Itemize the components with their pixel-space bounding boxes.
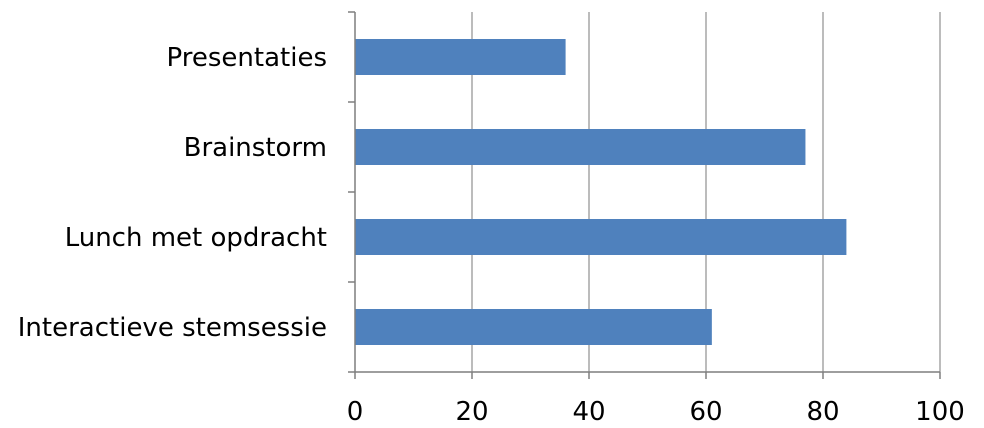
x-tick-label-40: 40 — [572, 397, 605, 427]
x-tick-label-80: 80 — [806, 397, 839, 427]
bar-interactieve-stemsessie — [355, 309, 712, 345]
category-label: Interactieve stemsessie — [18, 313, 327, 343]
category-label: Brainstorm — [184, 133, 327, 163]
bar-brainstorm — [355, 129, 806, 165]
x-tick-label-20: 20 — [455, 397, 488, 427]
bar-lunch-met-opdracht — [355, 219, 847, 255]
labels: 0 20 40 60 80 100 Presentaties Brainstorm Lunch … — [18, 43, 965, 427]
bar-presentaties — [355, 39, 566, 75]
bars — [355, 39, 847, 345]
x-tick-label-100: 100 — [915, 397, 965, 427]
x-tick-label-60: 60 — [689, 397, 722, 427]
category-label: Presentaties — [167, 43, 327, 73]
axes — [348, 11, 941, 379]
category-label: Lunch met opdracht — [65, 223, 327, 253]
x-tick-label-0: 0 — [347, 397, 364, 427]
